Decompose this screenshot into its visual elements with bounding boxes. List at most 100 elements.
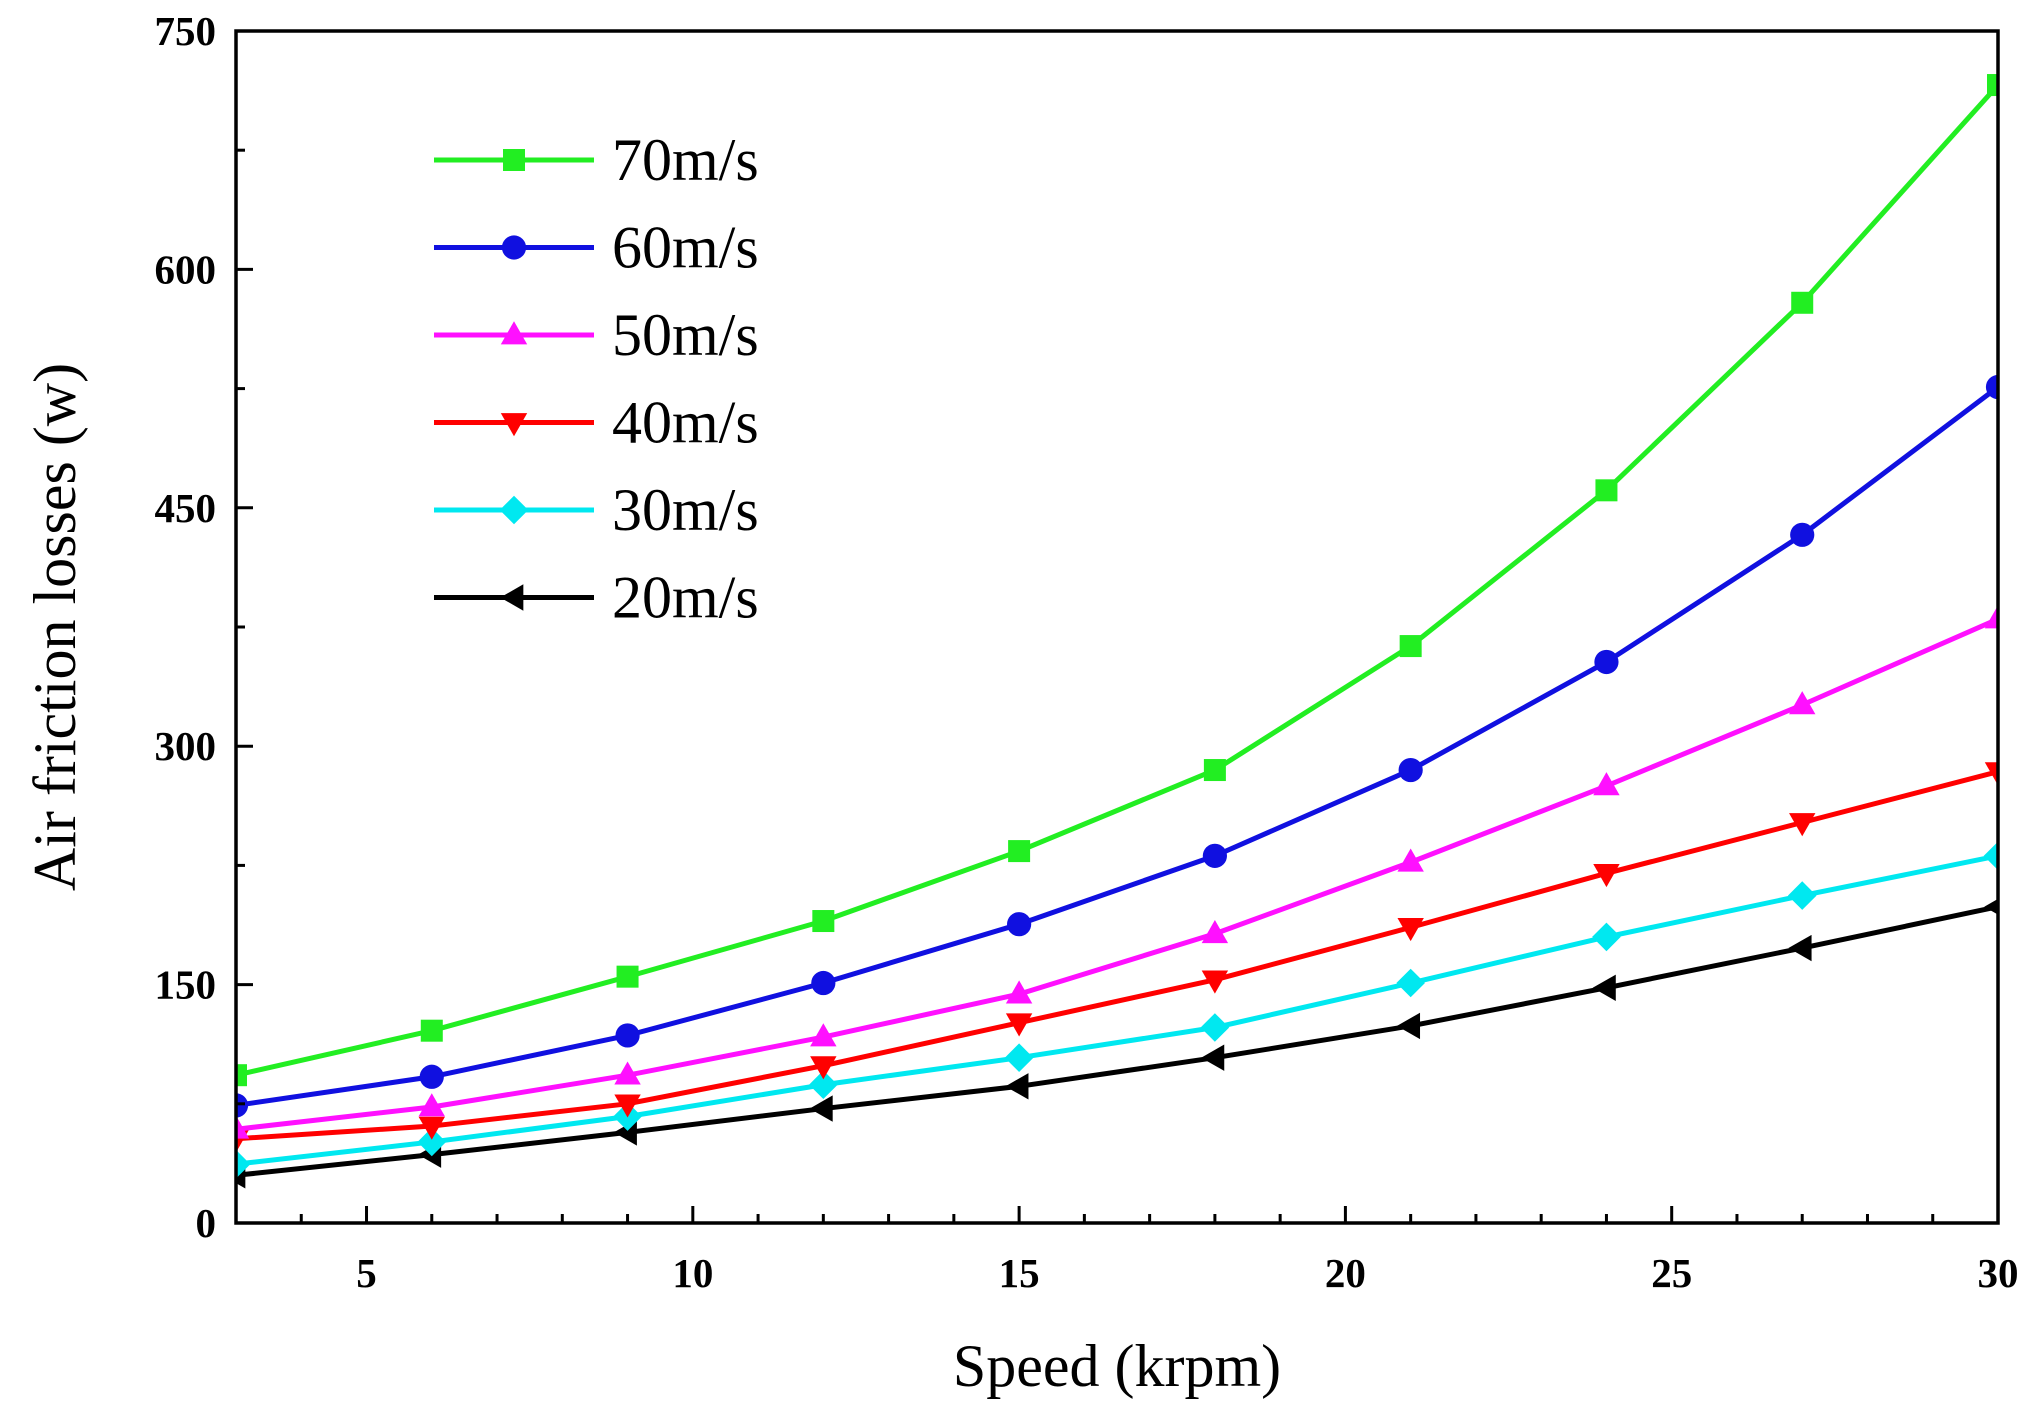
x-tick-label: 30	[1978, 1250, 2019, 1296]
data-point-marker	[1984, 605, 1998, 629]
data-point-marker	[1593, 863, 1620, 888]
data-point-marker	[236, 1149, 251, 1179]
data-point-marker	[1791, 291, 1814, 314]
legend-swatch-marker	[501, 235, 527, 260]
x-tick-label: 10	[672, 1250, 713, 1296]
series-layer	[236, 74, 1998, 1189]
data-point-marker	[1397, 848, 1424, 872]
series-line	[236, 616, 1998, 1132]
data-point-marker	[1594, 649, 1619, 675]
series-50m-s	[236, 605, 1998, 1139]
x-axis-title: Speed (krpm)	[953, 1333, 1281, 1399]
legend-swatch-marker	[500, 584, 524, 611]
data-point-marker	[419, 1064, 444, 1089]
data-point-marker	[1787, 881, 1817, 910]
series-line	[236, 769, 1998, 1142]
legend: 70m/s 60m/s 50m/s 40m/s 30m/s 20m/s	[434, 127, 759, 631]
data-point-marker	[615, 1023, 640, 1048]
data-point-marker	[1987, 74, 1998, 97]
legend-swatch-marker	[503, 149, 525, 171]
y-tick-label: 150	[155, 962, 217, 1008]
y-tick-label: 750	[155, 8, 217, 54]
series-line	[236, 853, 1998, 1167]
legend-label: 20m/s	[612, 565, 759, 631]
legend-label: 70m/s	[612, 127, 759, 193]
y-axis-title: Air friction losses (w)	[22, 363, 88, 891]
x-tick-label: 5	[356, 1250, 377, 1296]
data-point-marker	[1203, 759, 1226, 782]
legend-swatch-marker	[500, 321, 528, 345]
y-tick-label: 600	[155, 246, 217, 292]
data-point-marker	[810, 1056, 837, 1080]
series-line	[236, 385, 1998, 1108]
data-point-marker	[1005, 1013, 1033, 1037]
data-point-marker	[616, 965, 639, 988]
data-point-marker	[1201, 970, 1229, 994]
data-point-marker	[1790, 522, 1815, 547]
data-point-marker	[1595, 479, 1618, 502]
data-point-marker	[420, 1019, 443, 1042]
legend-swatch-marker	[500, 413, 528, 437]
legend-item: 60m/s	[434, 215, 759, 281]
data-point-marker	[1202, 843, 1227, 868]
x-tick-label: 15	[999, 1250, 1040, 1296]
legend-item: 70m/s	[434, 127, 759, 193]
series-line	[236, 83, 1998, 1078]
data-point-marker	[417, 1127, 447, 1157]
data-point-marker	[418, 1116, 445, 1140]
legend-swatch-marker	[499, 495, 529, 525]
x-tick-label: 20	[1325, 1250, 1366, 1296]
legend-item: 40m/s	[434, 390, 759, 456]
data-point-marker	[1201, 919, 1229, 944]
data-point-marker	[1004, 1043, 1034, 1073]
data-point-marker	[1789, 691, 1816, 715]
legend-item: 50m/s	[434, 302, 759, 368]
data-point-marker	[1005, 980, 1033, 1004]
data-point-marker	[1200, 1013, 1230, 1042]
series-40m-s	[236, 762, 1998, 1153]
legend-label: 40m/s	[612, 390, 759, 456]
data-point-marker	[1399, 635, 1422, 658]
data-point-marker	[1592, 922, 1621, 952]
data-point-marker	[810, 1023, 837, 1047]
data-point-marker	[1985, 374, 1998, 400]
legend-label: 50m/s	[612, 302, 759, 368]
data-point-marker	[236, 1064, 247, 1087]
series-30m-s	[236, 841, 1998, 1179]
data-point-marker	[1984, 762, 1998, 786]
series-70m-s	[236, 74, 1998, 1087]
data-point-marker	[811, 970, 836, 996]
data-point-marker	[809, 1095, 833, 1122]
data-point-marker	[614, 1094, 641, 1118]
data-point-marker	[1396, 1012, 1421, 1040]
data-point-marker	[1396, 968, 1425, 998]
data-point-marker	[236, 1115, 250, 1139]
data-point-marker	[1007, 912, 1032, 937]
x-tick-label: 25	[1651, 1250, 1692, 1296]
y-tick-label: 300	[155, 723, 217, 769]
data-point-marker	[1984, 898, 1998, 915]
data-point-marker	[812, 910, 835, 933]
data-point-marker	[614, 1061, 641, 1085]
data-point-marker	[1593, 772, 1620, 796]
data-point-marker	[1397, 918, 1424, 942]
y-tick-label: 450	[155, 485, 217, 531]
data-point-marker	[1005, 1073, 1029, 1100]
data-point-marker	[236, 1093, 249, 1118]
data-point-marker	[1008, 840, 1031, 863]
series-line	[236, 904, 1998, 1178]
data-point-marker	[1983, 841, 1998, 871]
legend-item: 30m/s	[434, 477, 759, 543]
data-point-marker	[418, 1093, 445, 1117]
series-20m-s	[236, 898, 1998, 1189]
series-60m-s	[236, 374, 1998, 1118]
data-point-marker	[1201, 1044, 1225, 1071]
data-point-marker	[1592, 974, 1616, 1001]
data-point-marker	[1398, 757, 1423, 783]
data-point-marker	[809, 1070, 838, 1100]
data-point-marker	[1788, 934, 1812, 962]
y-tick-label: 0	[196, 1200, 217, 1246]
legend-item: 20m/s	[434, 565, 759, 631]
